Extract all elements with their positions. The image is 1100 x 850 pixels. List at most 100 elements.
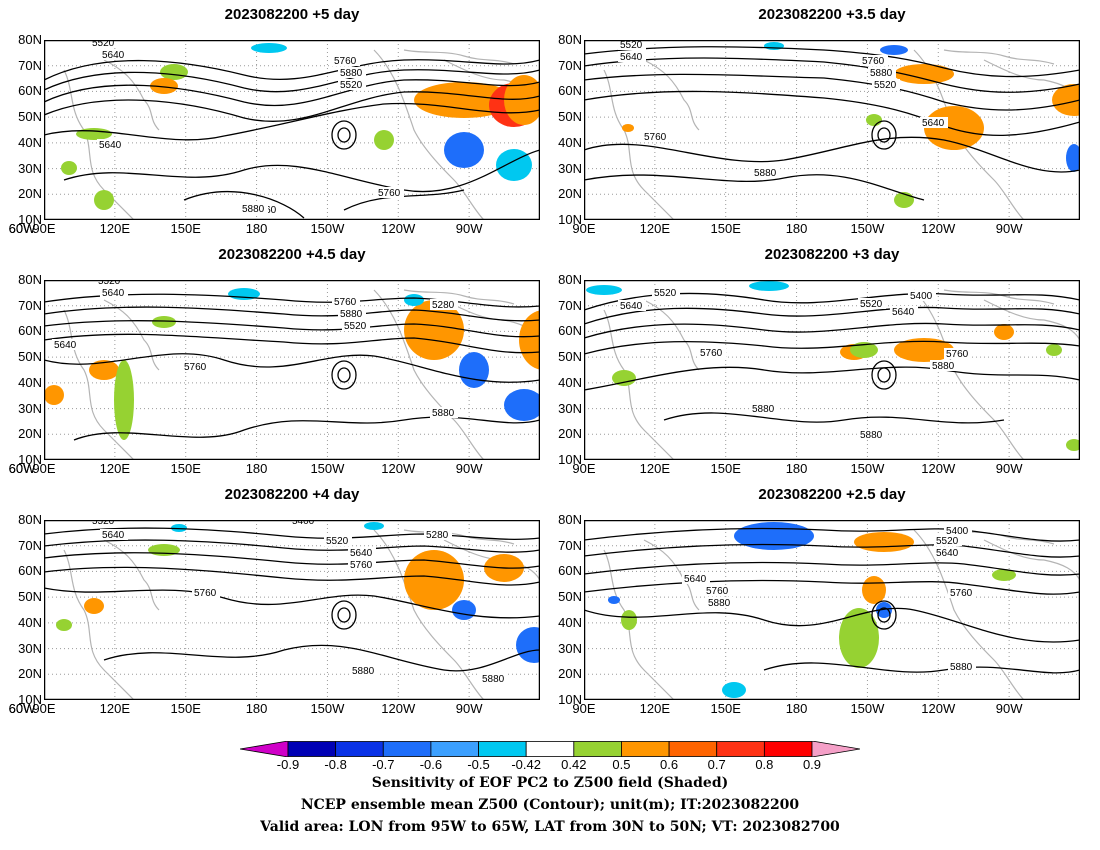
contour-label: 5640 — [54, 340, 77, 351]
lat-label: 50N — [18, 109, 42, 125]
lon-label: 120W — [921, 701, 956, 716]
lon-label: 150W — [310, 461, 345, 476]
lat-label: 70N — [558, 537, 582, 553]
sensitivity-shading — [251, 43, 287, 53]
lon-label: 180 — [785, 701, 808, 716]
sensitivity-shading — [44, 385, 64, 405]
sensitivity-shading — [1052, 84, 1080, 116]
lon-label: 90W — [995, 701, 1023, 716]
lon-label: 120W — [921, 461, 956, 476]
lon-label: 150W — [310, 701, 345, 716]
colorbar-tick-label: 0.42 — [561, 757, 587, 772]
lat-label: 40N — [18, 374, 42, 390]
z500-contour — [584, 306, 1080, 325]
lat-label: 80N — [558, 272, 582, 287]
lat-label: 70N — [558, 57, 582, 73]
colorbar-tick-label: 0.5 — [612, 757, 631, 772]
lon-label: 150W — [310, 221, 345, 236]
z500-contour — [44, 552, 540, 569]
caption-line-2: NCEP ensemble mean Z500 (Contour); unit(… — [300, 797, 800, 813]
colorbar-tick-label: -0.9 — [276, 757, 300, 772]
colorbar-tick-label: -0.6 — [419, 757, 443, 772]
contour-label-bg — [944, 348, 972, 359]
sensitivity-shading — [880, 45, 908, 55]
contour-label: 5640 — [102, 50, 125, 61]
contour-label: 5640 — [620, 301, 643, 312]
lat-label: 80N — [558, 512, 582, 527]
z500-contour — [44, 320, 540, 338]
z500-contour — [584, 607, 1080, 643]
lat-label: 40N — [558, 614, 582, 630]
colorbar-segment — [382, 741, 432, 757]
coastline — [103, 299, 160, 371]
lon-label: 120W — [381, 701, 416, 716]
sensitivity-shading — [150, 78, 178, 94]
lat-label: 50N — [18, 589, 42, 605]
lon-label: 90E — [32, 701, 56, 716]
contour-label-bg — [100, 529, 128, 540]
lon-label: 90W — [455, 221, 483, 236]
z500-contour — [584, 136, 1080, 173]
lon-label: 90E — [572, 461, 596, 476]
lon-label: 120E — [99, 701, 131, 716]
z500-contour — [73, 416, 540, 441]
contour-label-bg — [652, 287, 680, 298]
sensitivity-shading — [876, 602, 892, 618]
coastline — [63, 309, 135, 460]
contour-label-bg — [338, 67, 366, 78]
lat-label: 30N — [18, 400, 42, 416]
sensitivity-shading — [459, 352, 489, 388]
colorbar-segment — [430, 741, 479, 757]
contour-label: 5880 — [352, 666, 375, 677]
contour-label-bg — [332, 296, 360, 307]
lat-label: 60N — [558, 83, 582, 99]
sensitivity-shading — [160, 64, 188, 80]
coastline — [103, 59, 160, 131]
lon-label: 60W — [8, 461, 36, 476]
contour-label: 5280 — [432, 300, 455, 311]
colorbar-segment — [716, 741, 765, 757]
contour-label: 5520 — [620, 40, 643, 51]
lat-label: 40N — [18, 614, 42, 630]
lat-label: 40N — [558, 134, 582, 150]
contour-label-bg — [52, 339, 80, 350]
map-panel-p1: 552056405760588055205640576057605880 — [44, 40, 540, 220]
lon-label: 90W — [455, 701, 483, 716]
sensitivity-shading — [404, 294, 424, 306]
closed-contour — [331, 360, 357, 390]
z500-contour — [44, 333, 540, 354]
map-content-p5: 5520564057605880540055205640576052805880… — [44, 520, 540, 700]
lat-label: 10N — [18, 452, 42, 467]
contour-label-bg — [934, 535, 962, 546]
colorbar-tick-label: -0.7 — [372, 757, 395, 772]
lat-label: 50N — [558, 109, 582, 125]
contour-label-bg — [90, 520, 118, 526]
contour-label: 5520 — [92, 520, 115, 527]
lat-label: 20N — [558, 186, 582, 202]
lat-label: 40N — [18, 134, 42, 150]
closed-contour — [871, 120, 897, 150]
contour-label: 5880 — [340, 68, 363, 79]
lat-label: 60N — [18, 563, 42, 579]
contour-label-bg — [348, 559, 376, 570]
contour-label-bg — [868, 67, 896, 78]
lon-label: 90E — [572, 701, 596, 716]
sensitivity-shading — [994, 324, 1014, 340]
contour-label: 5880 — [340, 309, 363, 320]
z500-contour — [44, 566, 540, 586]
coastline — [63, 69, 135, 220]
sensitivity-shading — [764, 42, 784, 50]
lon-label: 90W — [995, 461, 1023, 476]
sensitivity-shading — [404, 550, 464, 610]
lat-label: 30N — [18, 640, 42, 656]
contour-label-bg — [706, 597, 734, 608]
coastline — [103, 539, 160, 611]
contour-label-bg — [290, 520, 318, 526]
coastline — [403, 49, 515, 65]
z500-contour — [584, 543, 1080, 558]
contour-label: 5760 — [334, 56, 357, 67]
closed-contour — [337, 127, 351, 143]
lon-label: 60W — [8, 221, 36, 236]
